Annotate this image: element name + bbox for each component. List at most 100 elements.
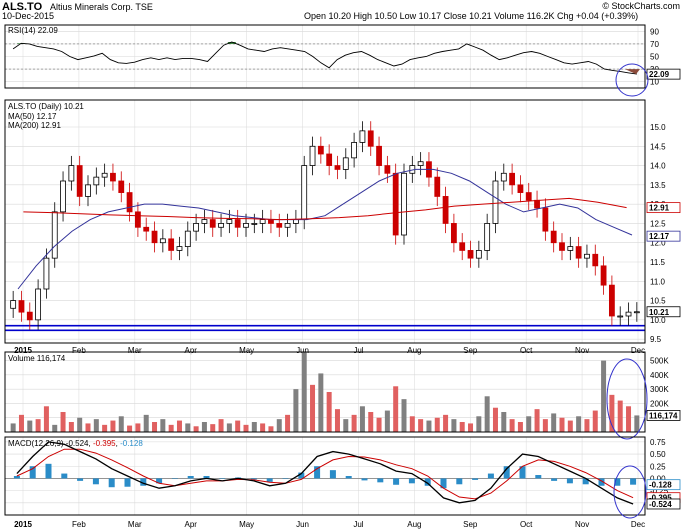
price-candle-body [484,223,491,251]
volume-bar [609,394,615,432]
price-candle-body [226,219,233,224]
macd-histogram-bar [140,478,147,486]
price-label: ALS.TO (Daily) 10.21 [8,102,84,111]
macd-histogram-bar [92,478,99,485]
price-candle-body [259,219,266,224]
volume-bar [434,417,440,432]
price-candle-body [68,165,75,182]
rsi-last-value: 22.09 [649,70,670,79]
volume-bar [401,399,407,432]
price-tick-label: 10.0 [650,316,666,325]
price-candle-body [76,165,83,197]
volume-bar [468,423,474,432]
price-candle-body [334,165,341,170]
macd-histogram-bar [187,476,194,479]
macd-label-part: , [116,439,120,448]
volume-bar [318,373,324,432]
volume-bar [384,410,390,432]
price-candle-body [359,130,366,143]
volume-bar [77,417,83,432]
symbol-title: ALS.TO [2,1,43,13]
price-candle-body [342,157,349,170]
macd-signal-last-value: -0.395 [649,494,672,503]
volume-bar [559,417,565,432]
volume-bar [226,423,232,432]
volume-bar [193,426,199,432]
price-candle-body [110,172,116,182]
macd-tick-label: 0.50 [650,450,666,459]
price-tick-label: 9.5 [650,335,662,344]
volume-bar [393,386,399,432]
macd-label-part: MACD(12,26,9) [8,439,64,448]
price-candle-body [625,311,632,317]
macd-label-part: , [88,439,92,448]
volume-bar [127,425,133,432]
macd-tick-label: 0.25 [650,462,666,471]
price-candle-body [384,165,391,174]
ma200-line [23,197,627,221]
ma200-last-value-box [646,202,681,214]
price-candle-body [567,246,574,251]
price-x-label: Sep [463,346,478,355]
price-candle-body [584,253,590,259]
macd-label: MACD(12,26,9) -0.524, -0.395, -0.128 [8,439,143,448]
macd-histogram-bar [250,478,257,480]
price-candle-body [592,253,599,267]
price-last-value: 10.21 [649,308,670,317]
price-candle-body [401,172,407,236]
macd-x-label: Dec [631,520,645,529]
price-candle-body [101,172,108,178]
price-tick-label: 15.0 [650,123,666,132]
volume-bar [143,414,149,432]
macd-label-part: -0.524 [64,439,89,448]
macd-histogram-bar [45,463,52,479]
volume-bar [376,417,382,432]
macd-histogram-bar [566,478,573,484]
price-candle-body [534,199,540,209]
volume-bar [310,384,316,432]
volume-bar [18,414,24,432]
macd-histogram-bar [582,478,589,485]
volume-bar [285,414,291,432]
volume-label: Volume 116,174 [8,354,66,363]
ma50-label: MA(50) 12.17 [8,112,57,121]
price-candle-body [126,192,133,213]
price-x-label: Jun [296,346,309,355]
rsi-tick-label: 10 [650,78,659,87]
price-candle-body [517,184,524,193]
volume-bar [451,419,457,432]
chart-date: 10-Dec-2015 [2,11,54,21]
macd-histogram-bar [503,466,510,479]
volume-bar [509,419,515,432]
macd-histogram-bar [171,478,178,479]
macd-histogram-bar [598,478,605,486]
price-candle-body [542,207,549,232]
price-candle-body [193,223,200,232]
price-candle-body [268,219,274,224]
price-candle-body [459,242,466,251]
price-candle-body [168,238,175,251]
macd-histogram-bar [329,470,336,479]
volume-bar [235,420,241,432]
price-candle-body [351,142,358,159]
volume-tick-label: 200K [650,399,669,408]
volume-tick-label: 300K [650,385,669,394]
volume-bar [584,419,590,432]
volume-bar [634,415,640,432]
price-candle-body [10,300,17,309]
volume-bar [10,423,16,432]
macd-histogram-bar [551,478,558,481]
macd-x-label: Oct [520,520,533,529]
macd-histogram-bar [345,476,352,479]
price-candle-body [608,284,615,317]
macd-tick-label: -0.25 [650,487,669,496]
volume-bar [617,400,623,432]
macd-last-value-box [646,498,681,510]
macd-hist-last-value: -0.128 [649,481,672,490]
price-x-label: Dec [631,346,645,355]
volume-bar [43,406,49,432]
price-candle-body [251,223,258,225]
macd-last-value: -0.524 [649,500,672,509]
volume-bar [484,396,490,432]
price-candle-body [550,230,557,244]
